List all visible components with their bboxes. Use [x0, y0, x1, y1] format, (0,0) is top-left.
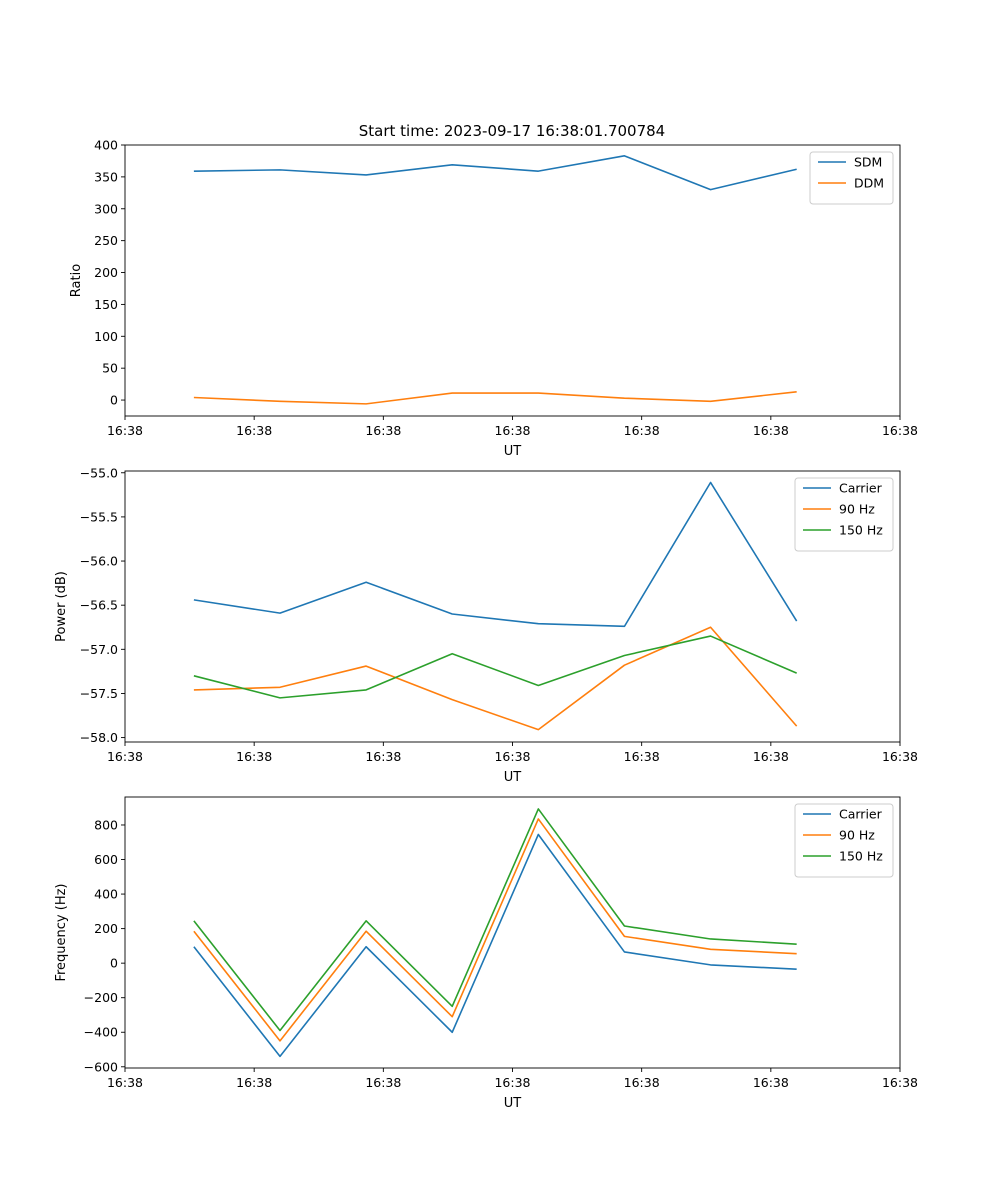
x-tick-label: 16:38 — [107, 423, 143, 438]
y-tick-label: 50 — [102, 361, 118, 376]
x-tick-label: 16:38 — [753, 423, 789, 438]
legend-label: 90 Hz — [839, 502, 875, 517]
y-tick-label: −56.5 — [80, 598, 118, 613]
x-tick-label: 16:38 — [882, 749, 918, 764]
y-axis-label: Frequency (Hz) — [54, 883, 69, 981]
y-tick-label: −57.5 — [80, 686, 118, 701]
series-line-carrier — [193, 833, 797, 1058]
plot-frame — [124, 796, 901, 1069]
legend-label: Carrier — [839, 807, 883, 822]
y-tick-label: 300 — [94, 201, 118, 216]
legend-frame — [794, 803, 894, 878]
y-tick-label: 150 — [94, 297, 118, 312]
chart-panel-2: 16:38 16:38 16:38 16:38 16:38 16:38 16:38 −58.0… — [54, 465, 918, 785]
x-tick-label: 16:38 — [107, 1075, 143, 1090]
y-tick-label: 0 — [110, 393, 118, 408]
x-tick-label: 16:38 — [624, 1075, 660, 1090]
chart-panel-1: 16:38 16:38 16:38 16:38 16:38 16:38 16:38 0 50 10… — [69, 138, 918, 460]
plot-frame — [124, 144, 901, 417]
y-axis-label: Ratio — [69, 264, 84, 297]
y-tick-label: 350 — [94, 169, 118, 184]
plot-frame — [124, 470, 901, 743]
series-line-ddm — [193, 390, 797, 405]
x-tick-label: 16:38 — [624, 423, 660, 438]
x-tick-label: 16:38 — [494, 749, 530, 764]
series-line-90-hz — [193, 818, 797, 1042]
figure-title: Start time: 2023-09-17 16:38:01.700784 — [359, 122, 665, 140]
x-tick-label: 16:38 — [236, 1075, 272, 1090]
y-tick-label: −56.0 — [80, 554, 118, 569]
x-tick-label: 16:38 — [882, 423, 918, 438]
legend: Carrier 90 Hz 150 Hz — [794, 477, 894, 552]
series-line-carrier — [193, 481, 798, 628]
x-tick-label: 16:38 — [236, 749, 272, 764]
legend-label: 150 Hz — [839, 849, 883, 864]
y-axis-label: Power (dB) — [54, 571, 69, 642]
x-tick-label: 16:38 — [753, 749, 789, 764]
x-tick-label: 16:38 — [494, 423, 530, 438]
y-tick-label: 400 — [94, 138, 118, 153]
x-axis-label: UT — [504, 770, 522, 785]
y-tick-label: 200 — [94, 921, 118, 936]
legend-label: DDM — [854, 176, 884, 191]
plot-area — [125, 145, 900, 416]
y-tick-label: 250 — [94, 233, 118, 248]
series-line-90-hz — [193, 626, 798, 731]
x-tick-label: 16:38 — [494, 1075, 530, 1090]
legend-label: 90 Hz — [839, 828, 875, 843]
legend-frame — [809, 151, 894, 205]
series-line-150-hz — [193, 635, 797, 699]
legend: SDM DDM — [809, 151, 894, 205]
y-tick-label: −200 — [84, 990, 118, 1005]
x-tick-label: 16:38 — [236, 423, 272, 438]
x-tick-label: 16:38 — [365, 749, 401, 764]
legend-label: 150 Hz — [839, 523, 883, 538]
y-tick-label: 400 — [94, 887, 118, 902]
legend: Carrier 90 Hz 150 Hz — [794, 803, 894, 878]
legend-label: SDM — [854, 155, 882, 170]
x-axis-label: UT — [504, 1096, 522, 1111]
y-tick-label: −400 — [84, 1025, 118, 1040]
y-tick-label: 0 — [110, 956, 118, 971]
chart-panel-3: 16:38 16:38 16:38 16:38 16:38 16:38 16:38−600−… — [54, 796, 918, 1111]
y-tick-label: −55.5 — [80, 509, 118, 524]
x-tick-label: 16:38 — [882, 1075, 918, 1090]
legend-frame — [794, 477, 894, 552]
y-tick-label: −55.0 — [80, 465, 118, 480]
x-tick-label: 16:38 — [624, 749, 660, 764]
y-tick-label: −58.0 — [80, 730, 118, 745]
x-axis-label: UT — [504, 444, 522, 459]
plot-area — [125, 797, 900, 1068]
y-tick-label: 600 — [94, 852, 118, 867]
x-tick-label: 16:38 — [365, 1075, 401, 1090]
y-tick-label: −600 — [84, 1059, 118, 1074]
series-line-sdm — [193, 155, 797, 191]
y-tick-label: 100 — [94, 329, 118, 344]
y-tick-label: 200 — [94, 265, 118, 280]
series-line-150-hz — [193, 808, 797, 1032]
legend-label: Carrier — [839, 481, 883, 496]
y-tick-label: −57.0 — [80, 642, 118, 657]
x-tick-label: 16:38 — [753, 1075, 789, 1090]
x-tick-label: 16:38 — [365, 423, 401, 438]
y-tick-label: 800 — [94, 817, 118, 832]
x-tick-label: 16:38 — [107, 749, 143, 764]
